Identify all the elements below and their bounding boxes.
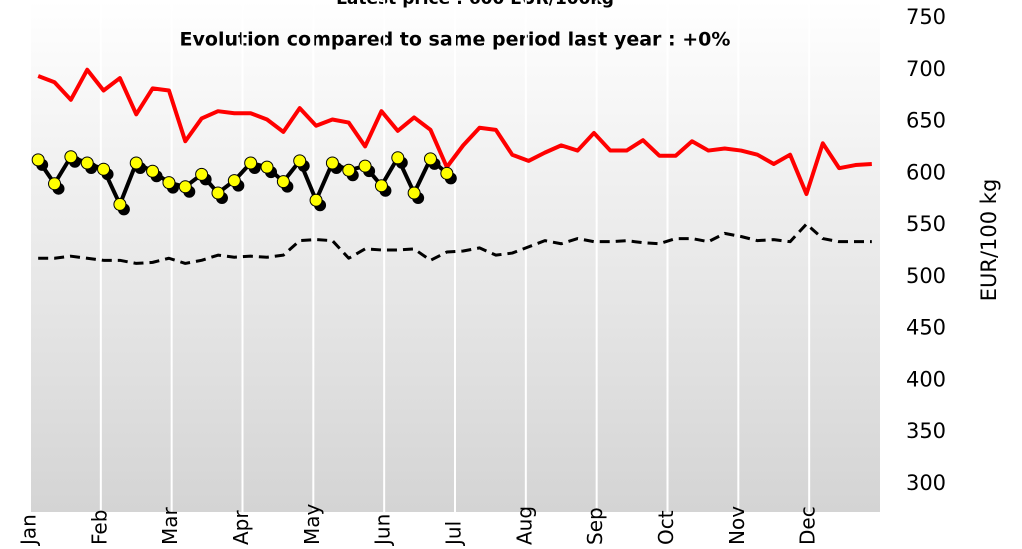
x-tick-label: Aug (512, 506, 536, 545)
y-tick-label: 300 (906, 471, 946, 495)
y-tick-label: 550 (906, 212, 946, 236)
x-tick-label: Mar (158, 506, 182, 545)
x-tick-label: Feb (87, 510, 111, 545)
marker (211, 186, 225, 200)
y-tick-label: 400 (906, 367, 946, 391)
marker (244, 156, 258, 170)
marker (391, 151, 405, 165)
marker (97, 162, 111, 176)
x-tick-label: Jun (371, 514, 395, 547)
marker (440, 166, 454, 180)
marker (178, 180, 192, 194)
x-tick-label: Apr (229, 510, 253, 545)
marker (260, 160, 274, 174)
marker (195, 167, 209, 181)
marker (325, 156, 339, 170)
marker (64, 150, 78, 164)
marker (129, 156, 143, 170)
marker (358, 159, 372, 173)
marker (48, 177, 62, 191)
marker (374, 179, 388, 193)
marker (162, 176, 176, 190)
marker (309, 193, 323, 207)
marker (146, 164, 160, 178)
x-tick-label: Jan (17, 514, 41, 547)
marker (293, 154, 307, 168)
x-tick-label: Oct (654, 510, 678, 545)
marker (227, 174, 241, 188)
marker (80, 156, 94, 170)
y-tick-label: 650 (906, 109, 946, 133)
marker (423, 152, 437, 166)
marker (276, 175, 290, 189)
y-tick-label: 600 (906, 160, 946, 184)
x-tick-label: Nov (725, 506, 749, 545)
x-tick-label: Dec (796, 506, 820, 545)
marker (342, 163, 356, 177)
x-tick-label: Sep (583, 507, 607, 545)
series-line (38, 222, 872, 265)
marker (407, 186, 421, 200)
y-axis-label: EUR/100 kg (977, 179, 1001, 302)
y-tick-label: 500 (906, 264, 946, 288)
marker (113, 197, 127, 211)
series-line (37, 67, 872, 197)
y-tick-label: 350 (906, 419, 946, 443)
y-tick-label: 450 (906, 316, 946, 340)
y-tick-label: 750 (906, 5, 946, 29)
marker (31, 153, 45, 167)
x-tick-label: May (300, 503, 324, 545)
y-tick-label: 700 (906, 57, 946, 81)
x-tick-label: Jul (442, 521, 466, 547)
